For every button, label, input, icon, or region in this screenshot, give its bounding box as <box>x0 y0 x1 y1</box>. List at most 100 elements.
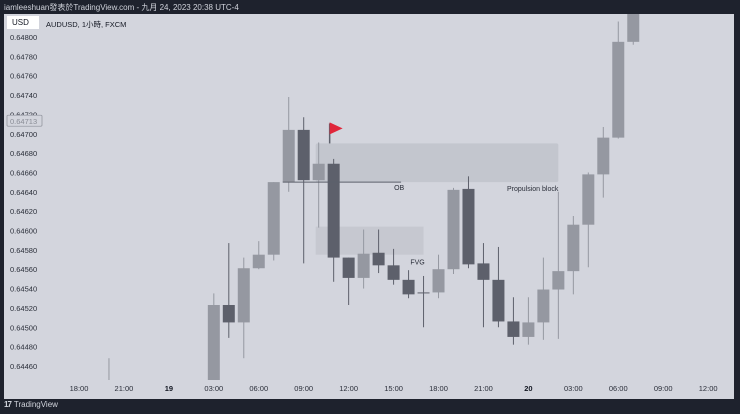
price-tick: 0.64580 <box>10 246 37 255</box>
candle-body <box>492 279 505 322</box>
price-tick: 0.64460 <box>10 362 37 371</box>
candle-24 <box>552 191 565 339</box>
candle-22 <box>522 297 535 345</box>
candle-19 <box>477 243 490 328</box>
price-tick: 0.64700 <box>10 130 37 139</box>
time-tick: 18:00 <box>429 384 448 393</box>
candle-body <box>327 163 340 258</box>
candle-body <box>537 289 550 323</box>
chart-pane[interactable]: OB Propulsion block FVG 0.64800 0.64780 0.64… <box>4 14 734 399</box>
candle-4 <box>252 241 265 270</box>
candle-body <box>567 224 580 272</box>
candle-body <box>252 254 265 269</box>
brand-name: TradingView <box>13 400 58 409</box>
candle-8 <box>312 142 325 228</box>
candle-body <box>462 188 475 265</box>
price-tick: 0.64760 <box>10 72 37 81</box>
price-tick: 0.64520 <box>10 304 37 313</box>
candlestick-chart[interactable]: OB Propulsion block FVG 0.64800 0.64780 0.64… <box>4 14 734 399</box>
publication-info: iamleeshuan發表於TradingView.com - 九月 24, 2… <box>4 3 239 12</box>
candle-body <box>282 129 295 183</box>
candle-18 <box>462 176 475 269</box>
candle-body <box>342 257 355 278</box>
price-tick: 0.64560 <box>10 265 37 274</box>
candle-6 <box>282 96 295 192</box>
candle-14 <box>402 270 415 299</box>
time-tick: 20 <box>524 384 532 393</box>
candle-1 <box>207 293 220 380</box>
price-tick: 0.64800 <box>10 33 37 42</box>
candle-3 <box>237 257 250 359</box>
candle-20 <box>492 246 505 328</box>
price-tick: 0.64620 <box>10 207 37 216</box>
candle-10 <box>342 257 355 305</box>
candle-5 <box>267 182 280 261</box>
candle-body <box>372 252 385 266</box>
footer: 17 TradingView <box>4 400 58 409</box>
time-tick: 12:00 <box>699 384 718 393</box>
candle-11 <box>357 229 370 289</box>
time-tick: 18:00 <box>70 384 89 393</box>
ob-label: OB <box>394 185 404 192</box>
time-tick: 03:00 <box>204 384 223 393</box>
current-price-box <box>6 114 43 127</box>
candle-0 <box>103 358 115 395</box>
time-tick: 15:00 <box>384 384 403 393</box>
candle-body <box>552 271 565 290</box>
time-tick: 19 <box>165 384 173 393</box>
candle-body <box>477 263 490 280</box>
symbol-title: AUDUSD, 1小時, FXCM <box>46 20 127 29</box>
candle-body <box>237 268 250 323</box>
candle-body <box>297 129 310 181</box>
candle-7 <box>297 117 310 264</box>
candle-body <box>612 41 625 138</box>
candle-body <box>522 322 535 337</box>
candle-body <box>507 321 520 337</box>
price-tick: 0.64500 <box>10 323 37 332</box>
candle-body <box>312 163 325 181</box>
candle-26 <box>582 172 595 268</box>
candle-9 <box>327 158 340 282</box>
candle-15 <box>417 275 430 328</box>
candle-17 <box>447 187 460 275</box>
time-tick: 06:00 <box>249 384 268 393</box>
candle-body <box>402 279 415 295</box>
price-tick: 0.64540 <box>10 285 37 294</box>
price-tick: 0.64740 <box>10 91 37 100</box>
candle-body <box>207 304 220 380</box>
candle-2 <box>222 243 235 338</box>
candle-body <box>447 189 460 270</box>
candle-16 <box>432 254 445 299</box>
price-tick: 0.64780 <box>10 52 37 61</box>
candle-27 <box>597 126 610 198</box>
time-tick: 09:00 <box>654 384 673 393</box>
time-tick: 21:00 <box>474 384 493 393</box>
candle-28 <box>612 21 625 139</box>
tradingview-logo-icon: 17 <box>4 400 12 409</box>
candle-body <box>103 390 115 395</box>
price-tick: 0.64600 <box>10 227 37 236</box>
candle-29 <box>627 14 640 45</box>
candle-12 <box>372 229 385 274</box>
candle-body <box>627 14 640 42</box>
currency-button[interactable]: USD <box>7 16 39 29</box>
price-tick: 0.64680 <box>10 149 37 158</box>
time-tick: 09:00 <box>294 384 313 393</box>
candle-body <box>387 265 400 280</box>
candle-body <box>222 304 235 323</box>
candle-body <box>267 182 280 255</box>
candle-body <box>432 269 445 293</box>
price-tick: 0.64480 <box>10 343 37 352</box>
current-price-label: 0.64713 <box>10 117 37 126</box>
time-tick: 12:00 <box>339 384 358 393</box>
candle-body <box>582 174 595 225</box>
candle-body <box>597 137 610 175</box>
propulsion-block-zone <box>315 143 559 183</box>
candle-21 <box>507 297 520 345</box>
time-tick: 06:00 <box>609 384 628 393</box>
flag-icon <box>329 122 343 135</box>
candle-25 <box>567 215 580 295</box>
time-tick: 03:00 <box>564 384 583 393</box>
candle-13 <box>387 248 400 285</box>
candle-23 <box>537 257 550 340</box>
